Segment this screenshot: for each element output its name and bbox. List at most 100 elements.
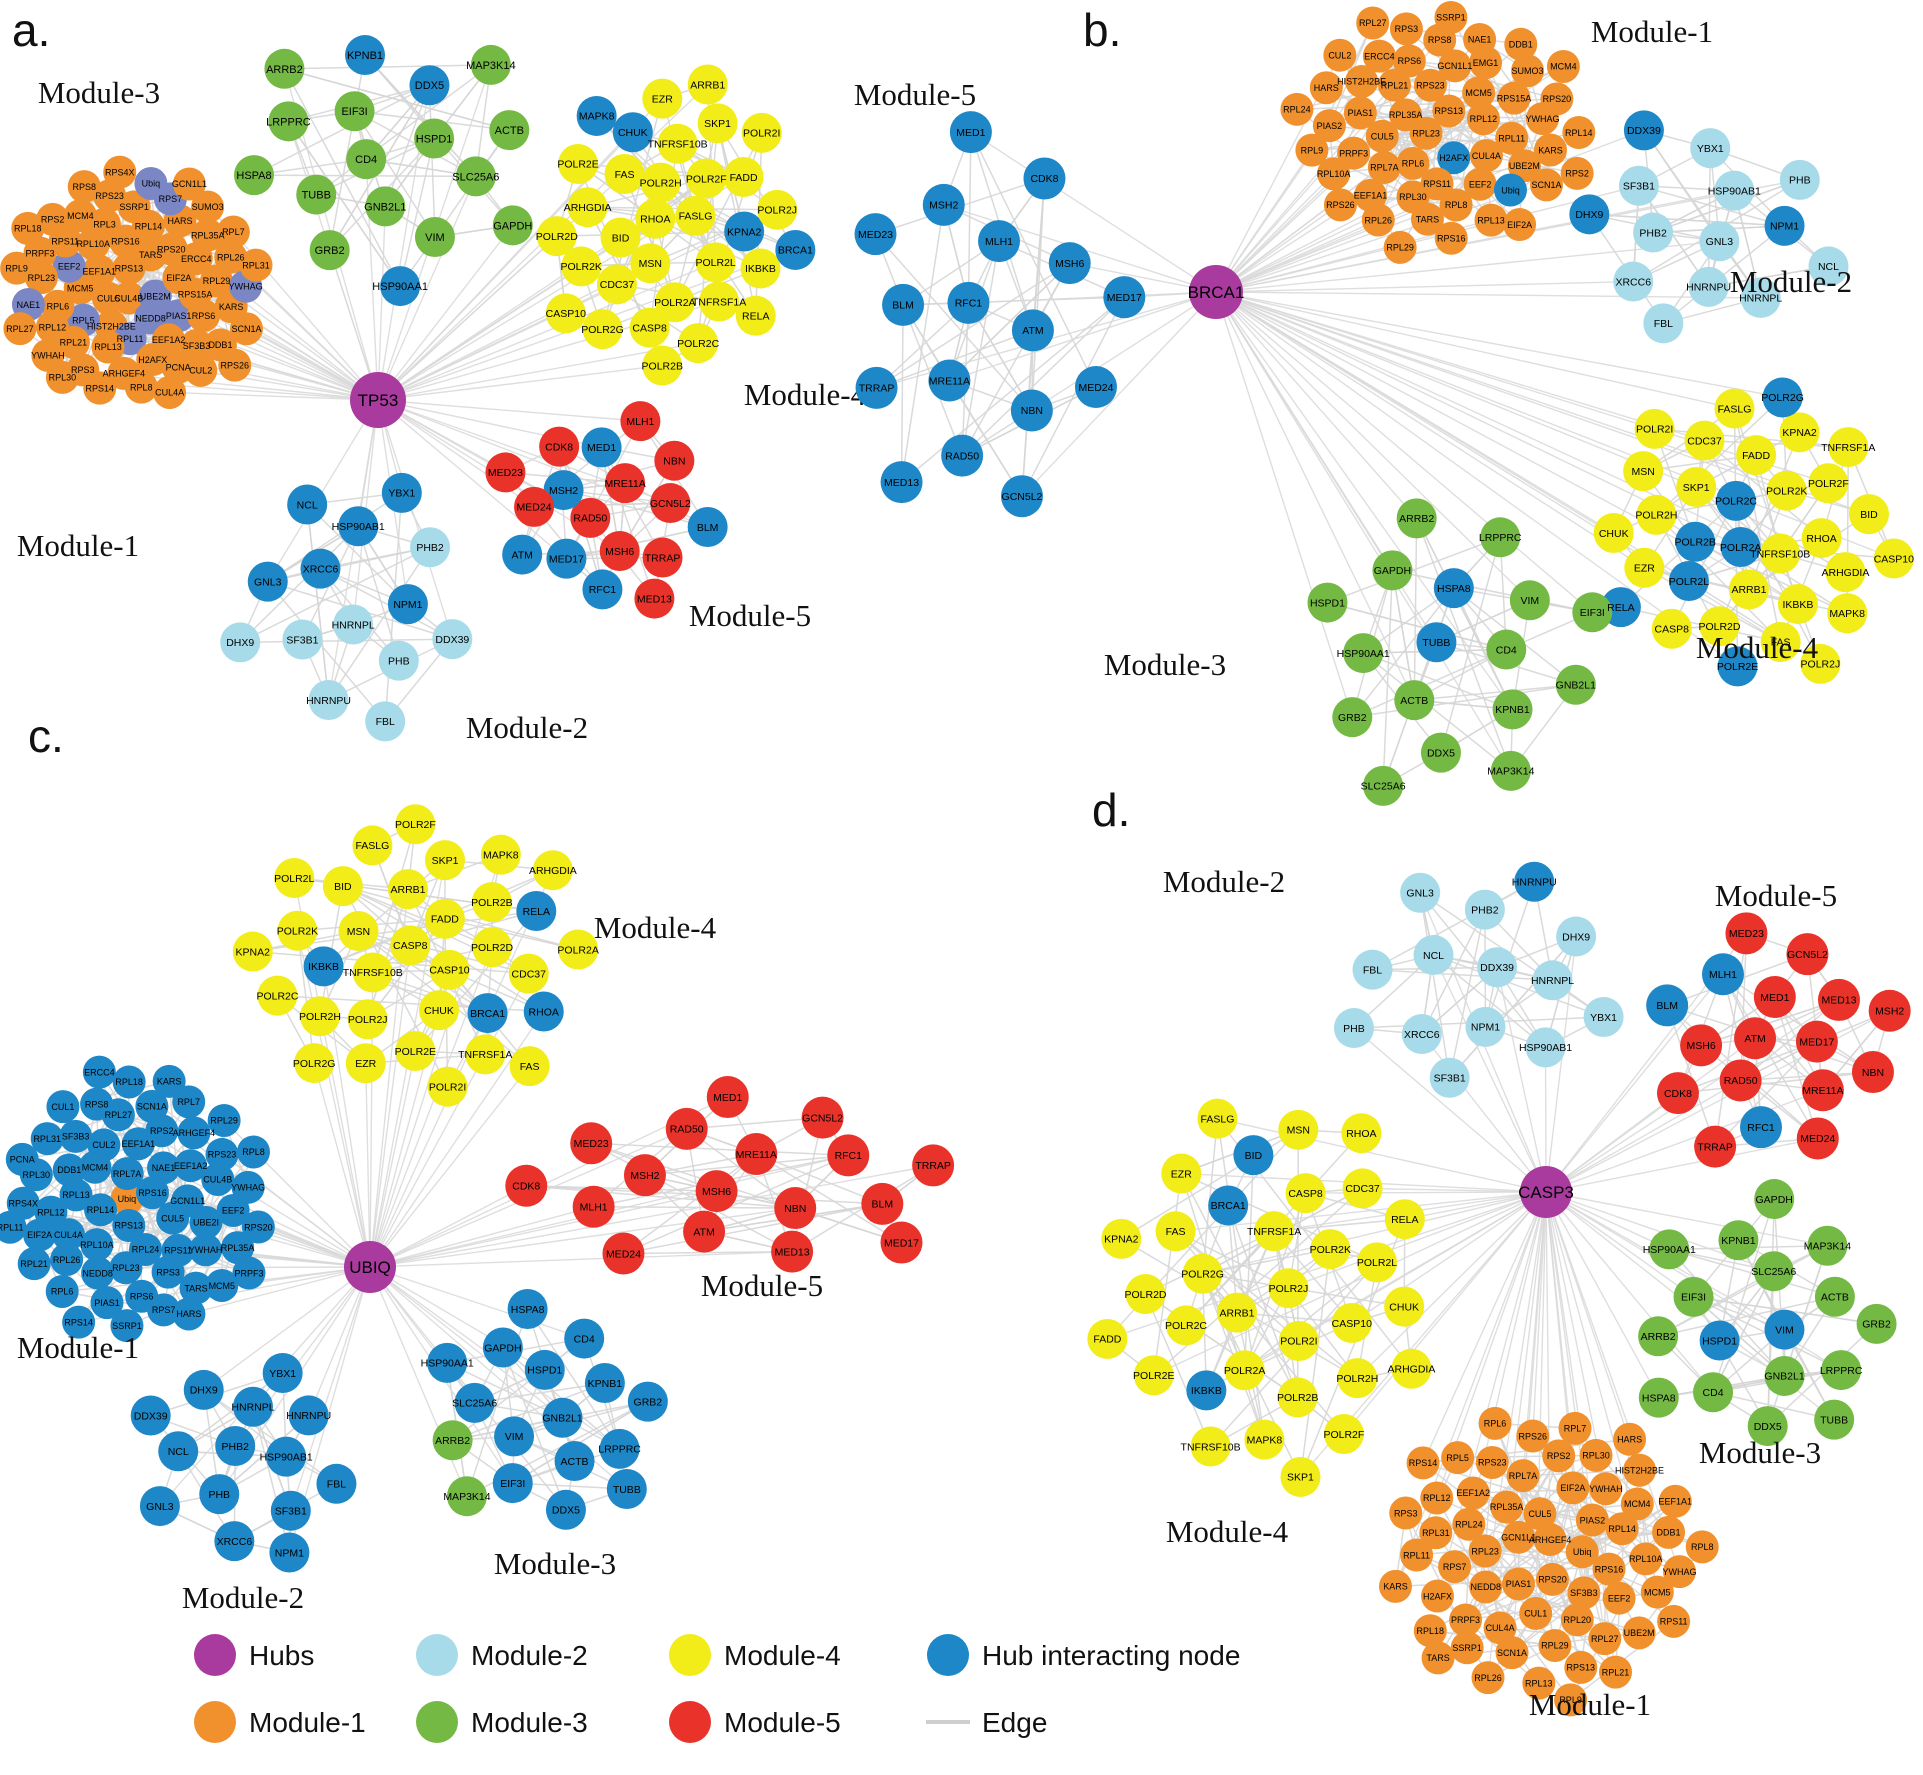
node-MLH1[interactable] bbox=[572, 1185, 615, 1228]
node-GNL3[interactable] bbox=[139, 1486, 180, 1527]
node-POLR2D[interactable] bbox=[536, 216, 577, 257]
node-MED23[interactable] bbox=[570, 1122, 613, 1165]
node-YWHAH[interactable] bbox=[1589, 1472, 1623, 1506]
node-KPNA2[interactable] bbox=[232, 931, 273, 972]
node-POLR2E[interactable] bbox=[1133, 1355, 1174, 1396]
node-CASP8[interactable] bbox=[1285, 1173, 1326, 1214]
node-POLR2G[interactable] bbox=[294, 1043, 335, 1084]
node-ARRB1[interactable] bbox=[1217, 1292, 1258, 1333]
node-SSRP1[interactable] bbox=[1450, 1631, 1484, 1665]
node-NBN[interactable] bbox=[774, 1187, 817, 1230]
node-MED17[interactable] bbox=[546, 538, 587, 579]
node-HSP90AA1[interactable] bbox=[427, 1342, 468, 1383]
node-MSH6[interactable] bbox=[1680, 1024, 1723, 1067]
node-BID[interactable] bbox=[1848, 494, 1889, 535]
node-SCN1A[interactable] bbox=[135, 1089, 169, 1123]
node-MSH2[interactable] bbox=[543, 470, 584, 511]
node-RPS8[interactable] bbox=[80, 1087, 114, 1121]
node-DDB1[interactable] bbox=[1652, 1515, 1686, 1549]
node-CDC37[interactable] bbox=[508, 953, 549, 994]
node-SLC25A6[interactable] bbox=[1753, 1251, 1794, 1292]
node-PIAS1[interactable] bbox=[1501, 1567, 1535, 1601]
node-POLR2C[interactable] bbox=[1715, 480, 1756, 521]
node-BLM[interactable] bbox=[861, 1182, 904, 1225]
node-MLH1[interactable] bbox=[978, 220, 1021, 263]
node-KPNB1[interactable] bbox=[1718, 1220, 1759, 1261]
node-DDB1[interactable] bbox=[52, 1153, 86, 1187]
node-RPL6[interactable] bbox=[45, 1274, 79, 1308]
node-CDC37[interactable] bbox=[1684, 420, 1725, 461]
node-FAS[interactable] bbox=[604, 154, 645, 195]
node-VIM[interactable] bbox=[414, 217, 455, 258]
node-CASP10[interactable] bbox=[1331, 1303, 1372, 1344]
node-EEF1A1[interactable] bbox=[1658, 1484, 1692, 1518]
node-VIM[interactable] bbox=[1509, 580, 1550, 621]
node-LRPPRC[interactable] bbox=[1821, 1350, 1862, 1391]
node-HARS[interactable] bbox=[1613, 1422, 1647, 1456]
node-SUMO3[interactable] bbox=[1511, 54, 1545, 88]
node-ACTB[interactable] bbox=[554, 1441, 595, 1482]
node-RPL35A[interactable] bbox=[191, 218, 225, 252]
node-GNB2L1[interactable] bbox=[542, 1397, 583, 1438]
node-XRCC6[interactable] bbox=[214, 1521, 255, 1562]
node-FBL[interactable] bbox=[316, 1463, 357, 1504]
node-EZR[interactable] bbox=[1161, 1153, 1202, 1194]
node-KPNA2[interactable] bbox=[1101, 1218, 1142, 1259]
node-CDC37[interactable] bbox=[1342, 1168, 1383, 1209]
node-FBL[interactable] bbox=[1352, 949, 1393, 990]
node-POLR2D[interactable] bbox=[472, 927, 513, 968]
node-CUL1[interactable] bbox=[46, 1090, 80, 1124]
node-RELA[interactable] bbox=[1384, 1199, 1425, 1240]
node-HARS[interactable] bbox=[172, 1297, 206, 1331]
node-RHOA[interactable] bbox=[1341, 1113, 1382, 1154]
node-MLH1[interactable] bbox=[620, 401, 661, 442]
node-MED1[interactable] bbox=[581, 427, 622, 468]
node-GNL3[interactable] bbox=[1400, 872, 1441, 913]
node-RPL14[interactable] bbox=[1605, 1512, 1639, 1546]
node-RPL11[interactable] bbox=[0, 1210, 27, 1244]
node-EZR[interactable] bbox=[642, 78, 683, 119]
node-ARRB1[interactable] bbox=[388, 869, 429, 910]
node-Ubiq[interactable] bbox=[110, 1182, 144, 1216]
node-CHUK[interactable] bbox=[1384, 1286, 1425, 1327]
node-HSP90AA1[interactable] bbox=[380, 266, 421, 307]
node-NEDD8[interactable] bbox=[81, 1256, 115, 1290]
node-POLR2H[interactable] bbox=[640, 162, 681, 203]
node-IKBKB[interactable] bbox=[1777, 584, 1818, 625]
node-TNFRSF1A[interactable] bbox=[465, 1034, 506, 1075]
node-GRB2[interactable] bbox=[309, 230, 350, 271]
node-MRE11A[interactable] bbox=[735, 1133, 778, 1176]
node-FAS[interactable] bbox=[1760, 621, 1801, 662]
node-RPS20[interactable] bbox=[154, 232, 188, 266]
node-YBX1[interactable] bbox=[1690, 128, 1731, 169]
node-POLR2A[interactable] bbox=[654, 282, 695, 323]
node-RELA[interactable] bbox=[516, 890, 557, 931]
node-ARRB2[interactable] bbox=[1638, 1316, 1679, 1357]
node-RPL35A[interactable] bbox=[221, 1231, 255, 1265]
node-PIAS2[interactable] bbox=[1575, 1503, 1609, 1537]
node-KPNB1[interactable] bbox=[345, 35, 386, 76]
node-RPL23[interactable] bbox=[24, 261, 58, 295]
node-RPL8[interactable] bbox=[1685, 1530, 1719, 1564]
node-MCM4[interactable] bbox=[63, 199, 97, 233]
node-MSH6[interactable] bbox=[695, 1170, 738, 1213]
node-POLR2L[interactable] bbox=[695, 242, 736, 283]
node-RPS16[interactable] bbox=[1434, 221, 1468, 255]
node-EIF3I[interactable] bbox=[492, 1463, 533, 1504]
node-GAPDH[interactable] bbox=[1372, 550, 1413, 591]
node-SLC25A6[interactable] bbox=[1363, 765, 1404, 806]
node-TNFRSF1A[interactable] bbox=[1254, 1211, 1295, 1252]
node-RHOA[interactable] bbox=[635, 198, 676, 239]
node-MCM5[interactable] bbox=[1640, 1575, 1674, 1609]
node-TNFRSF10B[interactable] bbox=[657, 123, 698, 164]
node-GNB2L1[interactable] bbox=[1764, 1355, 1805, 1396]
node-RPS7[interactable] bbox=[1438, 1550, 1472, 1584]
node-POLR2E[interactable] bbox=[558, 143, 599, 184]
node-ARRB2[interactable] bbox=[264, 48, 305, 89]
node-CASP10[interactable] bbox=[545, 293, 586, 334]
node-RPS13[interactable] bbox=[112, 1208, 146, 1242]
node-RPL18[interactable] bbox=[1413, 1614, 1447, 1648]
node-GAPDH[interactable] bbox=[1754, 1179, 1795, 1220]
node-IKBKB[interactable] bbox=[1186, 1370, 1227, 1411]
node-DDX5[interactable] bbox=[409, 65, 450, 106]
